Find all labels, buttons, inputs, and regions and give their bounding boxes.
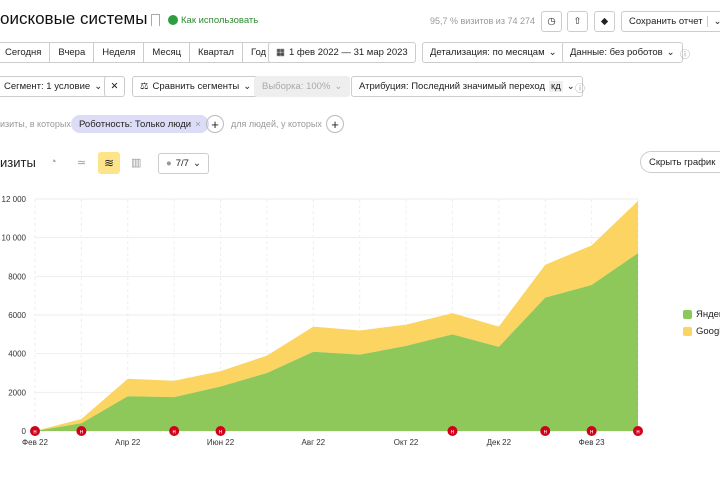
save-label: Сохранить отчет bbox=[629, 16, 703, 27]
period-month[interactable]: Месяц bbox=[144, 43, 191, 62]
attribution-badge: кд bbox=[549, 81, 563, 92]
data-filter-label: Данные: без роботов bbox=[570, 47, 663, 58]
dot-icon: ● bbox=[166, 158, 172, 169]
annotation-marker bbox=[586, 426, 597, 436]
checkbox-icon[interactable] bbox=[683, 310, 692, 319]
area-chart-icon[interactable]: ≋ bbox=[98, 152, 120, 174]
y-tick-label: 6000 bbox=[8, 311, 26, 320]
bar-chart-icon[interactable]: ▥ bbox=[131, 157, 142, 169]
x-tick-label: Дек 22 bbox=[487, 438, 512, 447]
series-area-yandex bbox=[35, 253, 638, 431]
chevron-down-icon: ⌄ bbox=[243, 81, 252, 92]
detail-label: Детализация: по месяцам bbox=[430, 47, 545, 58]
detail-dropdown[interactable]: Детализация: по месяцам ⌄ bbox=[422, 42, 565, 63]
annotation-label: н bbox=[636, 430, 639, 436]
legend-label: Яндекс bbox=[696, 309, 720, 320]
checkbox-icon[interactable] bbox=[683, 327, 692, 336]
y-tick-label: 2000 bbox=[8, 388, 26, 397]
help-icon bbox=[168, 15, 178, 25]
annotation-marker bbox=[169, 426, 180, 436]
y-tick-label: 8000 bbox=[8, 272, 26, 281]
y-tick-label: 10 000 bbox=[2, 234, 27, 243]
hide-chart-button[interactable]: Скрыть график ⌃ bbox=[640, 151, 720, 173]
chevron-down-icon[interactable]: ⌄ bbox=[706, 16, 720, 27]
x-tick-label: Июн 22 bbox=[207, 438, 235, 447]
sample-info: 95,7 % визитов из 74 274 bbox=[430, 16, 535, 26]
how-to-link[interactable]: Как использовать bbox=[181, 15, 259, 26]
filter-chip-label: Роботность: Только люди bbox=[79, 118, 192, 130]
sample-label: Выборка: 100% bbox=[262, 81, 331, 92]
period-selector: Сегодня Вчера Неделя Месяц Квартал Год bbox=[0, 42, 276, 63]
line-chart-icon[interactable]: ≃ bbox=[77, 157, 87, 169]
annotation-marker bbox=[447, 426, 458, 436]
annotation-label: н bbox=[33, 430, 36, 436]
annotation-label: н bbox=[451, 430, 454, 436]
pie-chart-icon[interactable]: ◔ bbox=[50, 156, 57, 168]
help-icon[interactable]: ⓘ bbox=[575, 84, 585, 95]
save-report-button[interactable]: Сохранить отчет ⌄ bbox=[621, 11, 720, 32]
segment-label: Сегмент: 1 условие bbox=[4, 81, 91, 92]
attribution-dropdown[interactable]: Атрибуция: Последний значимый переход кд ⌄ bbox=[351, 76, 583, 97]
export-button[interactable]: ⇧ bbox=[567, 11, 588, 32]
period-year[interactable]: Год bbox=[250, 47, 267, 58]
annotation-marker bbox=[30, 426, 40, 436]
chevron-down-icon: ⌄ bbox=[94, 81, 103, 92]
annotation-label: н bbox=[80, 430, 83, 436]
annotation-marker bbox=[540, 426, 551, 436]
annotation-marker bbox=[633, 426, 643, 436]
add-filter-button[interactable]: + bbox=[206, 115, 224, 133]
attribution-label: Атрибуция: Последний значимый переход bbox=[359, 81, 546, 92]
annotation-marker bbox=[76, 426, 87, 436]
date-range: 1 фев 2022 — 31 мар 2023 bbox=[288, 47, 408, 58]
y-tick-label: 0 bbox=[22, 427, 27, 436]
annotation-label: н bbox=[544, 430, 547, 436]
hide-chart-label: Скрыть график bbox=[649, 156, 716, 168]
compare-segments-dropdown[interactable]: ⚖ Сравнить сегменты ⌄ bbox=[132, 76, 260, 97]
compare-label: Сравнить сегменты bbox=[152, 81, 240, 92]
data-filter-dropdown[interactable]: Данные: без роботов ⌄ bbox=[562, 42, 683, 63]
period-quarter[interactable]: Квартал bbox=[190, 43, 243, 62]
period-yesterday[interactable]: Вчера bbox=[50, 43, 95, 62]
annotation-label: н bbox=[172, 430, 175, 436]
legend-item-google[interactable]: Google bbox=[683, 326, 720, 337]
filter-prefix: изиты, в которых bbox=[0, 119, 71, 129]
series-area-google bbox=[35, 200, 638, 431]
segment-dropdown[interactable]: Сегмент: 1 условие ⌄ bbox=[0, 76, 111, 97]
bookmark-icon[interactable] bbox=[151, 14, 160, 26]
legend-label: Google bbox=[696, 326, 720, 337]
compare-icon: ⚖ bbox=[140, 81, 149, 92]
x-tick-label: Окт 22 bbox=[394, 438, 419, 447]
people-filter-label: для людей, у которых bbox=[231, 119, 322, 129]
add-people-filter-button[interactable]: + bbox=[326, 115, 344, 133]
x-tick-label: Авг 22 bbox=[301, 438, 325, 447]
close-icon[interactable]: × bbox=[195, 118, 201, 130]
period-week[interactable]: Неделя bbox=[94, 43, 145, 62]
x-tick-label: Фев 22 bbox=[22, 438, 48, 447]
visits-chart: 0 2000 4000 6000 8000 10 000 12 000 Фев 22 Апр 2… bbox=[2, 195, 643, 447]
series-selector[interactable]: ● 7/7 ⌄ bbox=[158, 153, 209, 174]
x-tick-label: Апр 22 bbox=[115, 438, 141, 447]
filter-chip[interactable]: Роботность: Только люди × bbox=[71, 115, 209, 133]
calendar-icon: ▦ bbox=[276, 47, 285, 58]
compare-button[interactable]: ◆ bbox=[594, 11, 615, 32]
annotation-label: н bbox=[590, 430, 593, 436]
chevron-down-icon: ⌄ bbox=[666, 47, 675, 58]
chevron-down-icon: ⌄ bbox=[548, 47, 557, 58]
annotation-marker bbox=[215, 426, 226, 436]
annotation-label: н bbox=[219, 430, 222, 436]
series-count: 7/7 bbox=[175, 158, 189, 169]
x-tick-label: Фев 23 bbox=[579, 438, 605, 447]
help-icon[interactable]: ⓘ bbox=[680, 50, 690, 61]
y-tick-label: 12 000 bbox=[2, 195, 27, 204]
metric-title: изиты bbox=[0, 155, 36, 170]
history-button[interactable]: ◷ bbox=[541, 11, 562, 32]
page-title: оисковые системы bbox=[0, 9, 148, 28]
legend-item-yandex[interactable]: Яндекс bbox=[683, 309, 720, 320]
date-range-button[interactable]: ▦ 1 фев 2022 — 31 мар 2023 bbox=[268, 42, 416, 63]
sample-dropdown[interactable]: Выборка: 100% ⌄ bbox=[254, 76, 351, 97]
y-tick-label: 4000 bbox=[8, 350, 26, 359]
clear-segment-button[interactable]: ✕ bbox=[104, 76, 125, 97]
period-today[interactable]: Сегодня bbox=[0, 43, 51, 62]
